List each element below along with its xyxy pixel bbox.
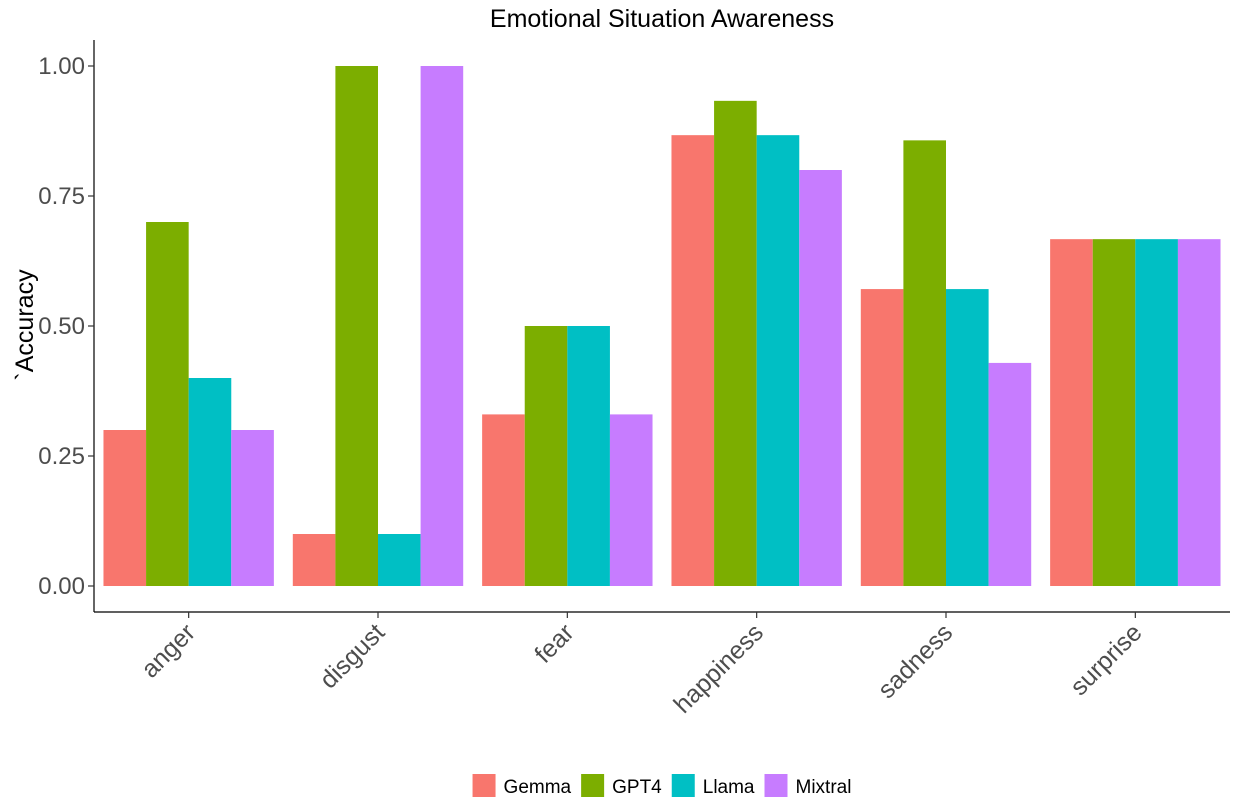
legend-key-gpt4	[581, 774, 605, 797]
legend-key-mixtral	[764, 774, 788, 797]
legend-label-llama: Llama	[703, 777, 755, 798]
legend-label-gpt4: GPT4	[612, 777, 662, 798]
x-tick-label-happiness: happiness	[669, 618, 769, 718]
bar-surprise-mixtral	[1177, 239, 1221, 586]
bar-disgust-gpt4	[335, 66, 378, 586]
bar-fear-llama	[567, 326, 610, 586]
x-axis: anger disgust fear happiness sadness surprise	[94, 611, 1230, 719]
legend-label-gemma: Gemma	[504, 777, 572, 798]
bar-sadness-llama	[946, 289, 989, 586]
bars-group	[103, 66, 1221, 587]
bar-anger-llama	[188, 378, 232, 586]
x-tick-label-sadness: sadness	[873, 618, 959, 704]
chart-title: Emotional Situation Awareness	[490, 5, 834, 33]
bar-sadness-gpt4	[903, 140, 946, 587]
bar-happiness-gemma	[671, 135, 715, 586]
bar-disgust-mixtral	[420, 66, 464, 586]
y-axis-label: `Accuracy	[11, 269, 39, 381]
y-axis: 0.00 0.25 0.50 0.75 1.00	[38, 40, 95, 612]
bar-anger-mixtral	[231, 430, 274, 586]
y-tick-label: 0.75	[38, 183, 85, 210]
bar-surprise-gemma	[1050, 239, 1093, 586]
y-tick-label: 1.00	[38, 53, 85, 80]
bar-surprise-llama	[1135, 239, 1178, 586]
legend-key-llama	[671, 774, 695, 797]
bar-surprise-gpt4	[1092, 239, 1136, 586]
y-tick-label: 0.50	[38, 313, 85, 340]
bar-fear-mixtral	[609, 414, 653, 586]
y-tick-label: 0.25	[38, 443, 85, 470]
bar-sadness-gemma	[860, 289, 904, 586]
bar-happiness-gpt4	[714, 100, 757, 586]
legend-label-mixtral: Mixtral	[796, 777, 852, 798]
x-tick-label-disgust: disgust	[314, 618, 390, 694]
bar-fear-gemma	[482, 414, 525, 586]
bar-happiness-llama	[756, 135, 800, 586]
y-tick-label: 0.00	[38, 573, 85, 600]
bar-sadness-mixtral	[988, 362, 1032, 586]
x-tick-label-surprise: surprise	[1065, 618, 1148, 701]
x-tick-label-fear: fear	[529, 618, 579, 668]
bar-anger-gpt4	[146, 222, 189, 586]
legend-key-gemma	[472, 774, 496, 797]
x-tick-label-anger: anger	[136, 618, 201, 683]
bar-disgust-gemma	[292, 534, 336, 586]
legend: Gemma GPT4 Llama Mixtral	[472, 774, 852, 798]
bar-anger-gemma	[103, 430, 147, 586]
bar-disgust-llama	[378, 534, 421, 586]
bar-fear-gpt4	[524, 326, 568, 586]
bar-happiness-mixtral	[799, 170, 842, 586]
